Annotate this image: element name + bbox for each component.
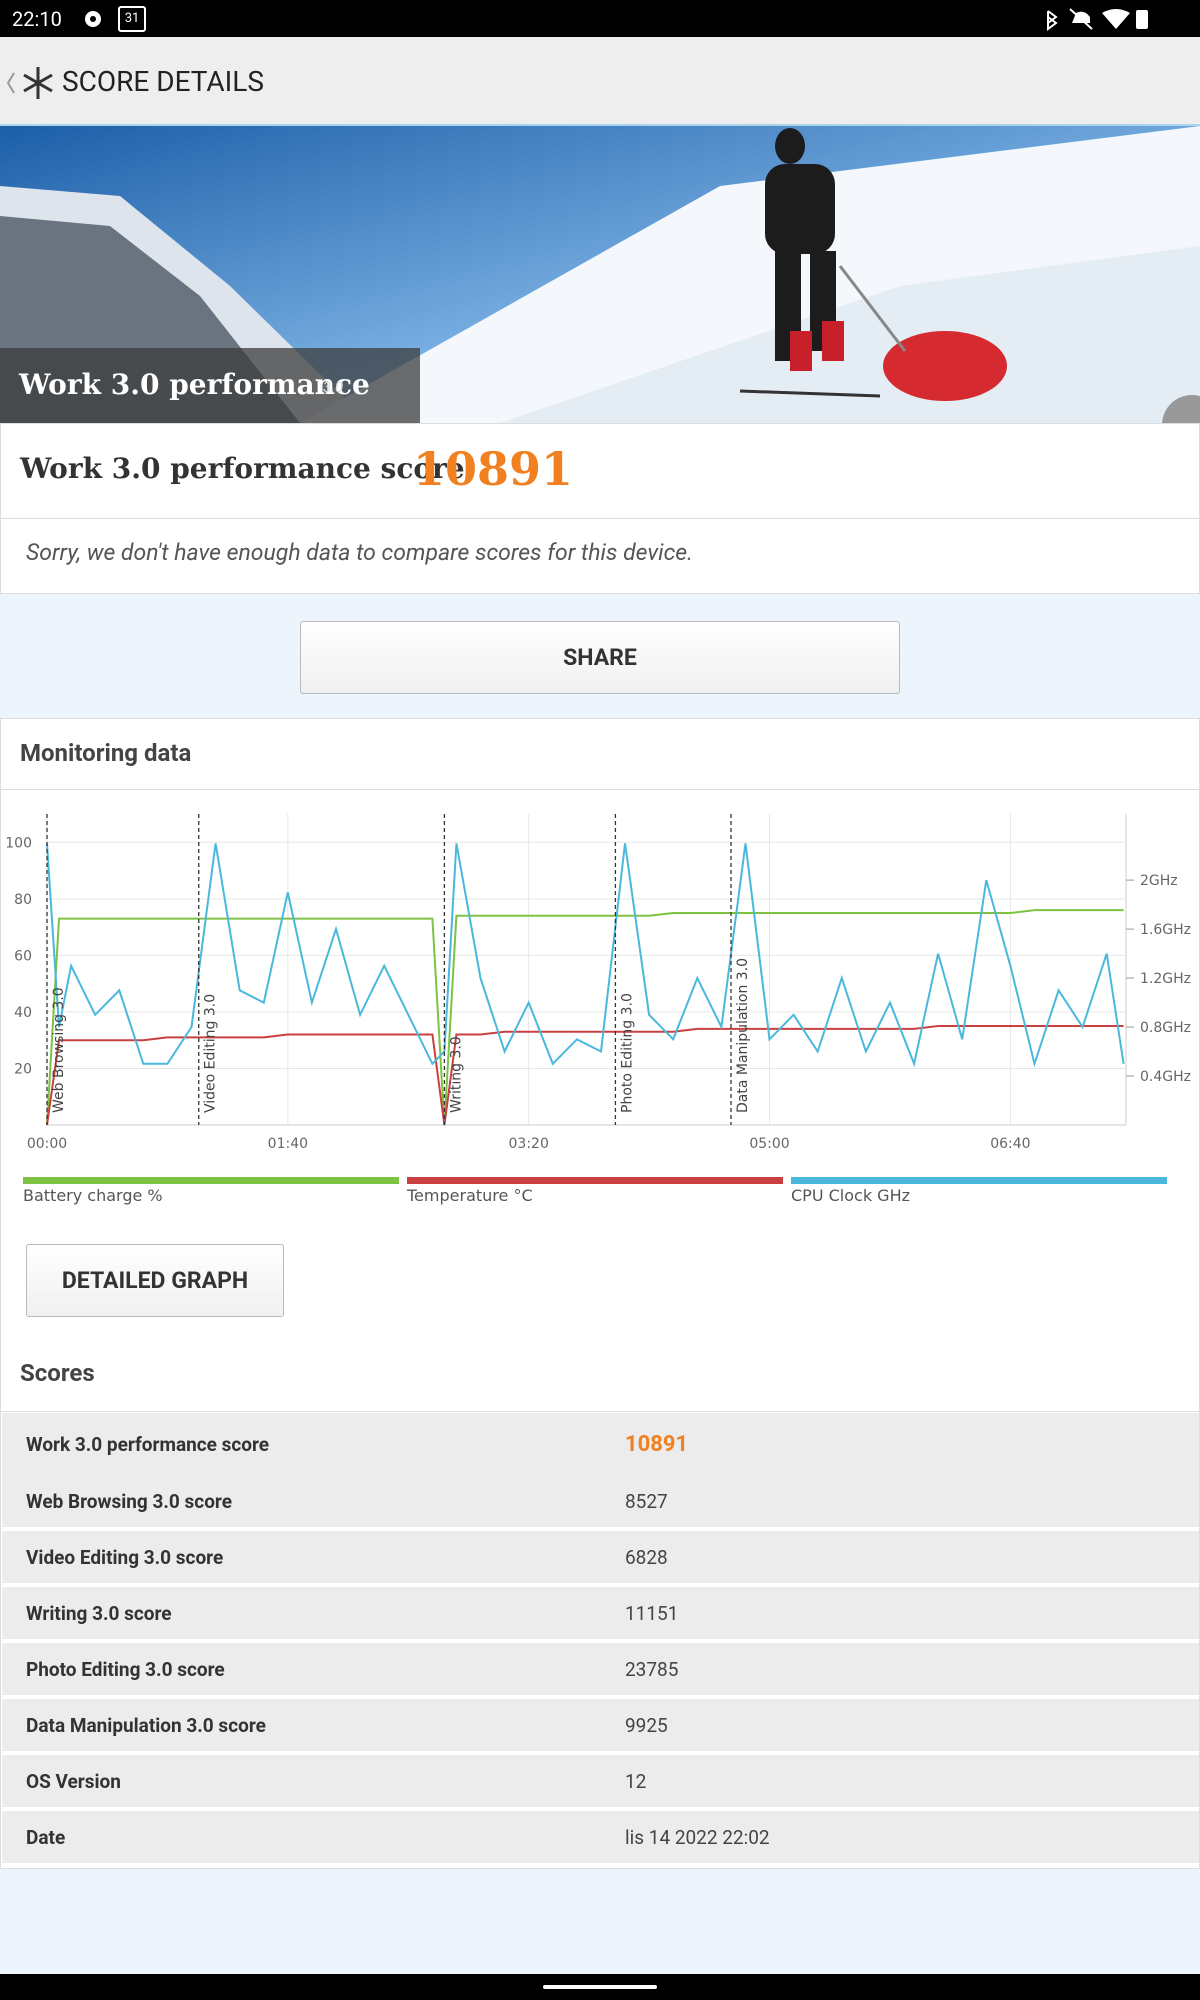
section-label: Photo Editing 3.0 [619, 993, 635, 1113]
row-label: OS Version [26, 1769, 121, 1793]
score-row: Work 3.0 performance score 10891 [2, 1413, 1199, 1475]
section-label: Data Manipulation 3.0 [735, 958, 751, 1113]
x-tick-label: 01:40 [268, 1136, 308, 1152]
section-label: Video Editing 3.0 [203, 994, 219, 1113]
score-row: Data Manipulation 3.0 score 9925 [2, 1699, 1199, 1751]
row-value: lis 14 2022 22:02 [625, 1825, 770, 1849]
calendar-icon: 31 [118, 6, 146, 32]
nav-bar [0, 1974, 1200, 2000]
scores-table: Work 3.0 performance score 10891 Web Brows… [1, 1413, 1200, 1869]
monitoring-chart: 20 40 60 80 100 0.4GHz 0.8GHz 1.2GHz 1.6GHz 2GHz 0… [5, 814, 1191, 1205]
row-value: 9925 [625, 1713, 668, 1737]
x-tick-label: 06:40 [990, 1136, 1030, 1152]
legend-label: Temperature °C [406, 1186, 533, 1205]
compare-note: Sorry, we don't have enough data to comp… [26, 539, 693, 566]
clock: 22:10 [12, 7, 62, 31]
settings-icon [85, 11, 101, 27]
x-tick-label: 03:20 [509, 1136, 549, 1152]
section-title: Monitoring data [20, 739, 192, 767]
series-line [46, 909, 1124, 1126]
app-bar: SCORE DETAILS [0, 37, 1200, 126]
y2-tick-label: 1.2GHz [1140, 971, 1191, 987]
score-row: OS Version 12 [2, 1755, 1199, 1807]
monitoring-card: Monitoring data DETAILED GRAPH Scores Wo… [0, 718, 1200, 1869]
x-tick-label: 05:00 [749, 1136, 789, 1152]
legend-swatch [791, 1177, 1167, 1184]
status-icons [1047, 8, 1148, 31]
score-row: Date lis 14 2022 22:02 [2, 1811, 1199, 1863]
hero-title: Work 3.0 performance [19, 368, 370, 401]
y-tick-label: 60 [14, 948, 32, 964]
x-tick-label: 00:00 [27, 1136, 67, 1152]
back-button[interactable] [4, 63, 56, 103]
hero-overlay: Work 3.0 performance 3.0 [0, 348, 420, 423]
app-title: SCORE DETAILS [62, 65, 265, 98]
row-value: 10891 [625, 1431, 689, 1457]
status-bar: 22:10 31 [0, 0, 1200, 37]
divider [1, 789, 1199, 790]
row-label: Video Editing 3.0 score [26, 1545, 224, 1569]
share-button[interactable]: SHARE [300, 621, 900, 694]
row-label: Work 3.0 performance score [26, 1432, 270, 1456]
row-value: 11151 [625, 1601, 679, 1625]
legend-label: CPU Clock GHz [791, 1186, 910, 1205]
row-label: Data Manipulation 3.0 score [26, 1713, 266, 1737]
divider [1, 1411, 1199, 1412]
y-tick-label: 100 [5, 835, 32, 851]
row-value: 6828 [625, 1545, 668, 1569]
score-row: Writing 3.0 score 11151 [2, 1587, 1199, 1639]
divider [1, 518, 1200, 519]
row-value: 8527 [625, 1489, 668, 1513]
score-label: Work 3.0 performance score [20, 452, 465, 485]
y2-tick-label: 0.4GHz [1140, 1069, 1191, 1085]
series-line [46, 1025, 1124, 1126]
section-label: Web Browsing 3.0 [51, 987, 67, 1113]
score-row: Web Browsing 3.0 score 8527 [2, 1475, 1199, 1527]
y-tick-label: 40 [14, 1005, 32, 1021]
series-line [46, 843, 1125, 1068]
section-title: Scores [20, 1359, 95, 1387]
detailed-graph-button[interactable]: DETAILED GRAPH [26, 1244, 284, 1317]
y-tick-label: 80 [14, 892, 32, 908]
y2-tick-label: 2GHz [1140, 873, 1178, 889]
score-card: Work 3.0 performance score 10891 Sorry, … [0, 423, 1200, 594]
legend-label: Battery charge % [23, 1186, 163, 1205]
row-label: Writing 3.0 score [26, 1601, 172, 1625]
score-row: Photo Editing 3.0 score 23785 [2, 1643, 1199, 1695]
row-label: Photo Editing 3.0 score [26, 1657, 225, 1681]
hero: Work 3.0 performance 3.0 [0, 126, 1200, 423]
home-indicator [543, 1985, 657, 1989]
hero-version: 3.0 [323, 378, 344, 396]
y2-tick-label: 0.8GHz [1140, 1020, 1191, 1036]
legend-swatch [407, 1177, 783, 1184]
section-label: Writing 3.0 [448, 1036, 464, 1113]
row-value: 23785 [625, 1657, 679, 1681]
row-label: Web Browsing 3.0 score [26, 1489, 232, 1513]
score-value: 10891 [413, 442, 574, 496]
row-label: Date [26, 1825, 66, 1849]
y2-tick-label: 1.6GHz [1140, 922, 1191, 938]
legend-swatch [23, 1177, 399, 1184]
row-value: 12 [625, 1769, 647, 1793]
y-tick-label: 20 [14, 1061, 32, 1077]
score-row: Video Editing 3.0 score 6828 [2, 1531, 1199, 1583]
